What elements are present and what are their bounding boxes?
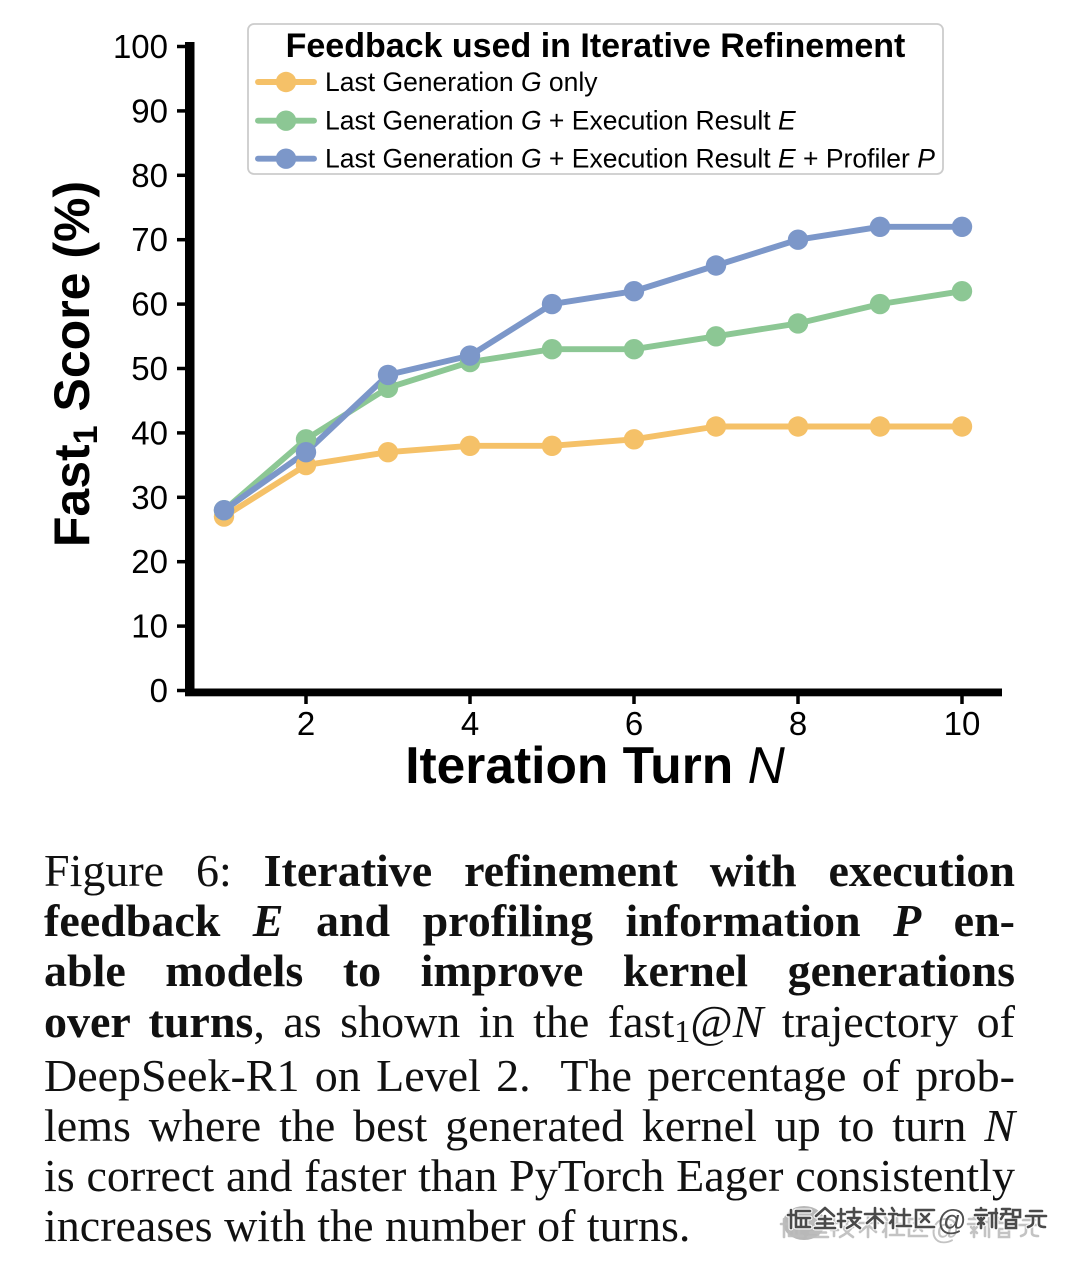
svg-text:@: @ <box>930 1214 959 1246</box>
svg-text:10: 10 <box>944 705 981 742</box>
svg-text:4: 4 <box>461 705 479 742</box>
svg-text:Last Generation G only: Last Generation G only <box>325 67 598 97</box>
svg-text:10: 10 <box>131 608 168 645</box>
svg-text:@: @ <box>937 1205 966 1237</box>
svg-text:20: 20 <box>131 543 168 580</box>
svg-text:40: 40 <box>131 414 168 451</box>
svg-text:100: 100 <box>113 28 168 65</box>
svg-text:80: 80 <box>131 157 168 194</box>
svg-text:Fast1 Score (%): Fast1 Score (%) <box>44 181 105 547</box>
svg-text:90: 90 <box>131 92 168 129</box>
svg-text:30: 30 <box>131 479 168 516</box>
svg-text:50: 50 <box>131 350 168 387</box>
svg-text:6: 6 <box>625 705 643 742</box>
svg-text:2: 2 <box>297 705 315 742</box>
svg-text:70: 70 <box>131 221 168 258</box>
svg-text:Feedback used in Iterative Ref: Feedback used in Iterative Refinement <box>286 27 906 65</box>
svg-text:60: 60 <box>131 286 168 323</box>
svg-text:0: 0 <box>150 672 168 709</box>
svg-text:8: 8 <box>789 705 807 742</box>
svg-text:Iteration Turn N: Iteration Turn N <box>405 736 785 794</box>
svg-text:Last Generation G + Execution: Last Generation G + Execution Result E +… <box>325 144 935 174</box>
svg-text:Last Generation G + Execution: Last Generation G + Execution Result E <box>325 106 796 136</box>
